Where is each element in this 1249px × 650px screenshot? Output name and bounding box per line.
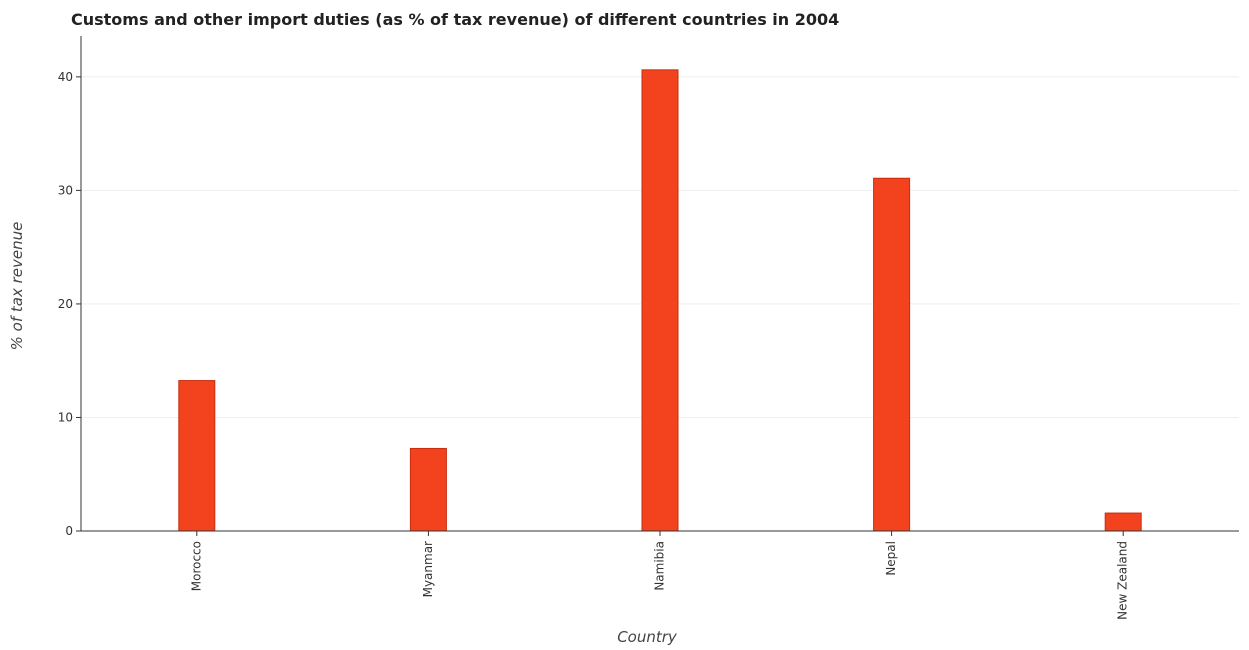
bar-myanmar: [409, 447, 447, 532]
bar-new-zealand: [1104, 512, 1142, 532]
x-tick-label: Namibia: [653, 541, 667, 591]
x-tick-label: Morocco: [189, 541, 203, 591]
y-tick-label: 10: [58, 410, 73, 424]
y-tick-label: 40: [58, 70, 73, 84]
x-tick-label: New Zealand: [1116, 541, 1130, 620]
x-axis-label: Country: [617, 628, 678, 646]
axes-layer: 0 10 20 30 40 Morocco Myanmar Namibia Nepal New Z…: [58, 36, 1239, 620]
chart-title: Customs and other import duties (as % of…: [71, 10, 839, 29]
x-tick-label: Nepal: [884, 541, 898, 576]
bar-nepal: [873, 177, 911, 532]
x-tick-label: Myanmar: [421, 541, 435, 597]
bars-layer: [178, 69, 1142, 532]
y-tick-label: 30: [58, 183, 73, 197]
y-tick-label: 0: [65, 524, 73, 538]
bar-namibia: [641, 69, 679, 532]
y-axis-label: % of tax revenue: [8, 222, 26, 351]
y-tick-label: 20: [58, 297, 73, 311]
bar-morocco: [178, 380, 216, 532]
